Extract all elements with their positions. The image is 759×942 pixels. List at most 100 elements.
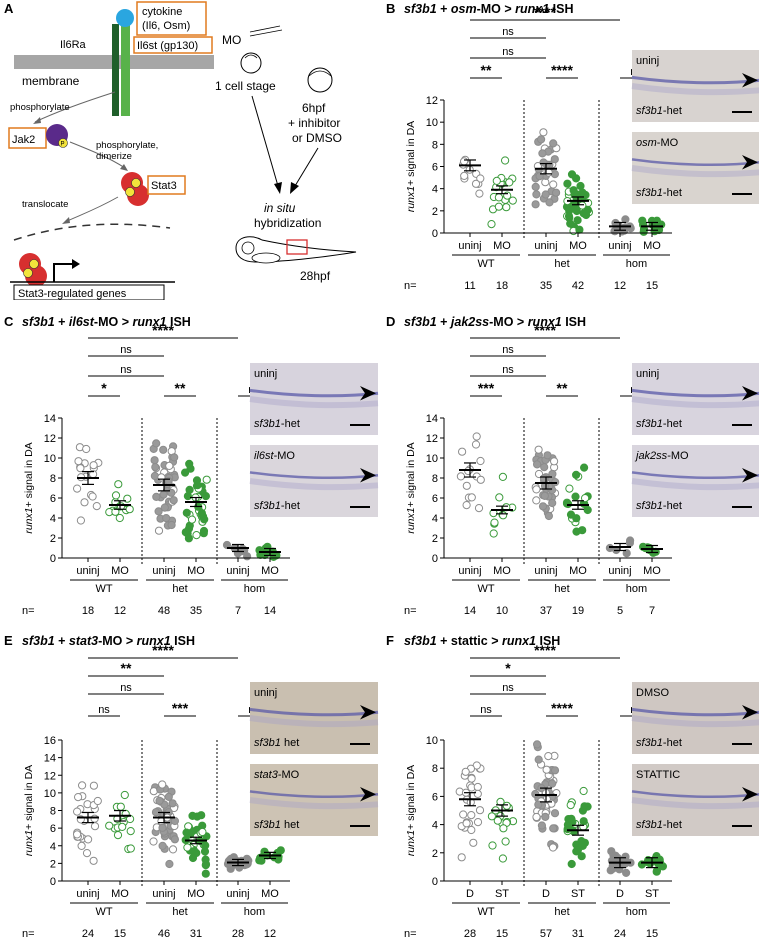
data-point: [84, 835, 93, 844]
y-tick-label: 2: [432, 533, 438, 545]
data-point: [542, 765, 551, 774]
il6st-box: [133, 36, 213, 54]
significance-label: ****: [152, 322, 174, 338]
data-point: [499, 511, 508, 520]
photo-top: uninj sf3b1-het: [631, 363, 759, 435]
panel-label-e: E: [4, 633, 13, 648]
jak2-box: [8, 127, 47, 149]
y-tick-label: 12: [44, 770, 56, 782]
data-point: [152, 439, 161, 448]
n-label: n=: [22, 928, 35, 940]
group-label: WT: [477, 258, 494, 270]
data-point: [76, 464, 85, 473]
y-tick-label: 10: [44, 788, 56, 800]
data-point: [457, 853, 466, 862]
significance-label: ns: [480, 704, 492, 716]
significance-label: **: [557, 380, 568, 396]
jak2-phospho: [58, 138, 68, 148]
data-point: [579, 817, 588, 826]
group-label: hom: [626, 583, 647, 595]
data-point: [462, 481, 471, 490]
data-point: [550, 155, 559, 164]
data-point: [494, 202, 504, 211]
significance-label: **: [121, 660, 132, 676]
significance-label: ns: [502, 364, 514, 376]
data-point: [462, 819, 471, 828]
n-value: 14: [264, 605, 276, 617]
data-point: [541, 190, 550, 199]
data-point: [502, 203, 511, 212]
data-point: [571, 492, 580, 501]
data-point: [544, 511, 553, 521]
data-point: [82, 849, 92, 858]
data-point: [531, 182, 540, 191]
photo-condition-label: uninj: [254, 368, 277, 380]
data-point: [168, 799, 177, 808]
condition-label: MO: [569, 565, 587, 577]
data-point: [545, 198, 554, 207]
data-point: [471, 440, 481, 449]
dimerize-label: dimerize: [96, 151, 132, 162]
data-point: [549, 139, 558, 148]
data-point: [90, 814, 99, 823]
y-tick-label: 0: [432, 876, 438, 888]
photo-condition-label: jak2ss-MO: [634, 450, 689, 462]
data-point: [111, 507, 120, 516]
significance-label: ns: [502, 682, 514, 694]
y-tick-label: 0: [432, 228, 438, 240]
n-value: 37: [540, 605, 552, 617]
data-point: [197, 509, 206, 518]
data-point: [93, 796, 102, 806]
data-point: [150, 456, 159, 465]
significance-label: ns: [502, 26, 514, 38]
panel-title: sf3b1 + il6st-MO > runx1 ISH: [22, 315, 191, 329]
data-point: [185, 459, 194, 468]
inhibitor-label: + inhibitor: [288, 116, 340, 130]
condition-label: uninj: [152, 888, 175, 900]
transcription-arrow: [53, 263, 74, 282]
data-point: [572, 470, 581, 479]
data-point: [92, 502, 101, 511]
data-point: [77, 841, 86, 850]
photo-bottom: il6st-MO sf3b1-het: [249, 445, 379, 517]
panel-title: sf3b1 + osm-MO > runx1 ISH: [404, 2, 574, 16]
data-point: [550, 766, 560, 775]
condition-label: uninj: [534, 240, 557, 252]
y-tick-label: 2: [50, 533, 56, 545]
data-point: [580, 463, 589, 472]
condition-label: uninj: [458, 240, 481, 252]
condition-label: MO: [643, 565, 661, 577]
n-value: 12: [114, 605, 126, 617]
data-point: [534, 755, 543, 764]
data-point: [158, 780, 167, 789]
stat3-box: [147, 175, 186, 195]
condition-label: ST: [571, 888, 585, 900]
photo-bottom: osm-MO sf3b1-het: [631, 132, 759, 204]
y-tick-label: 0: [50, 876, 56, 888]
data-point: [508, 196, 517, 205]
data-point: [90, 822, 100, 831]
arrowhead-icon: [360, 787, 376, 802]
data-point: [476, 475, 485, 484]
hybridization-label: hybridization: [254, 216, 321, 230]
data-point: [155, 796, 164, 805]
y-tick-label: 14: [44, 413, 56, 425]
arrowhead-icon: [360, 386, 376, 401]
data-point: [498, 854, 508, 863]
n-value: 12: [614, 280, 626, 292]
data-point: [658, 862, 667, 871]
y-tick-label: 2: [432, 206, 438, 218]
data-point: [159, 445, 168, 454]
y-tick-label: 16: [44, 735, 56, 747]
data-point: [461, 767, 470, 776]
data-point: [116, 802, 125, 811]
data-point: [475, 806, 485, 815]
n-value: 28: [464, 928, 476, 940]
data-point: [88, 492, 97, 501]
photo-bottom: STATTIC sf3b1-het: [631, 764, 759, 836]
y-tick-label: 8: [432, 139, 438, 151]
data-point: [549, 824, 558, 833]
condition-label: uninj: [76, 888, 99, 900]
